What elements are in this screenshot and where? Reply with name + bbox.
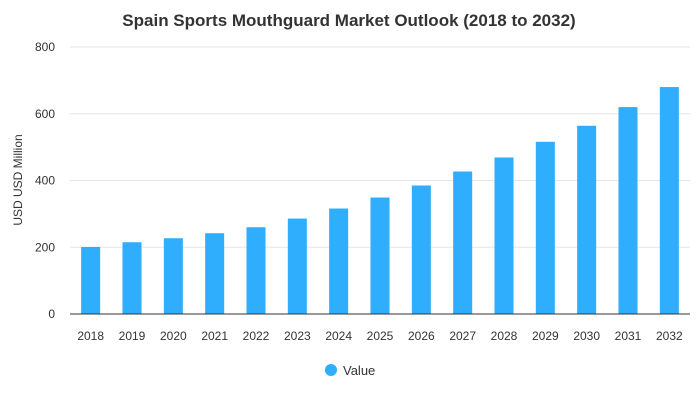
legend-label: Value [343, 363, 375, 378]
bar-2026[interactable] [411, 185, 431, 314]
x-tick-label: 2019 [119, 329, 146, 343]
bar-2021[interactable] [205, 233, 225, 314]
y-tick-label: 0 [48, 307, 55, 321]
x-tick-label: 2025 [367, 329, 394, 343]
y-tick-label: 400 [35, 174, 55, 188]
bar-2031[interactable] [618, 107, 638, 314]
x-tick-label: 2024 [325, 329, 352, 343]
bars [81, 87, 679, 314]
bar-2028[interactable] [494, 157, 514, 314]
bar-2023[interactable] [287, 218, 307, 314]
x-tick-label: 2020 [160, 329, 187, 343]
x-tick-label: 2018 [77, 329, 104, 343]
x-tick-label: 2022 [243, 329, 270, 343]
x-tick-label: 2021 [201, 329, 228, 343]
legend[interactable]: Value [325, 363, 375, 378]
x-tick-label: 2032 [656, 329, 683, 343]
bar-2027[interactable] [453, 171, 473, 314]
x-tick-label: 2027 [449, 329, 476, 343]
bar-2025[interactable] [370, 197, 390, 314]
bar-2020[interactable] [163, 238, 183, 314]
bar-2019[interactable] [122, 242, 142, 314]
x-axis-ticks: 2018 2019 2020 2021 2022 2023 2024 2025 2026 2027… [77, 329, 683, 343]
bar-2024[interactable] [329, 208, 349, 314]
y-tick-label: 600 [35, 107, 55, 121]
x-tick-label: 2026 [408, 329, 435, 343]
bar-2018[interactable] [81, 246, 101, 314]
y-tick-label: 200 [35, 240, 55, 254]
legend-marker [325, 364, 337, 376]
bar-2022[interactable] [246, 227, 266, 314]
x-tick-label: 2028 [491, 329, 518, 343]
x-tick-label: 2029 [532, 329, 559, 343]
y-axis-ticks: 0 200 400 600 800 [35, 40, 55, 321]
x-tick-label: 2030 [573, 329, 600, 343]
x-tick-label: 2031 [615, 329, 642, 343]
bar-2030[interactable] [577, 125, 597, 314]
y-tick-label: 800 [35, 40, 55, 54]
x-tick-label: 2023 [284, 329, 311, 343]
bar-2029[interactable] [535, 141, 555, 314]
chart-title: Spain Sports Mouthguard Market Outlook (… [122, 11, 575, 30]
y-axis-label: USD USD Million [11, 134, 25, 225]
bar-2032[interactable] [659, 87, 679, 314]
